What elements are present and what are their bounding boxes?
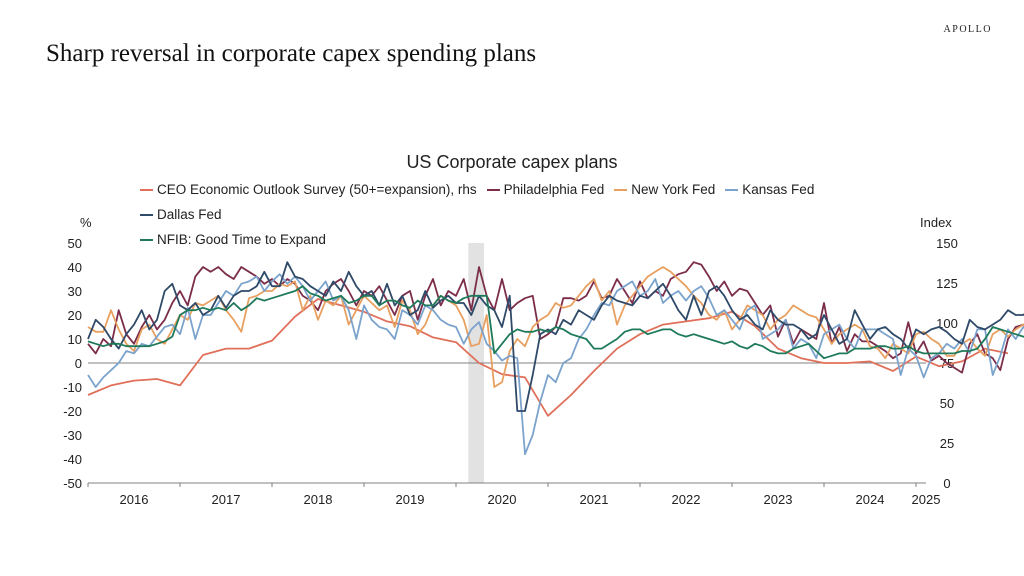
x-tick-label: 2023 [764, 492, 793, 507]
right-tick-label: 0 [943, 476, 950, 491]
series-line-kansas-fed [87, 273, 1024, 456]
legend-label: Kansas Fed [742, 182, 815, 197]
series-line-dallas-fed [87, 261, 1024, 412]
legend-label: Philadelphia Fed [503, 182, 605, 197]
legend-swatch [614, 189, 628, 191]
legend-swatch [140, 239, 153, 241]
legend-label: NFIB: Good Time to Expand [157, 232, 326, 247]
x-tick-label: 2025 [912, 492, 941, 507]
legend-label: New York Fed [631, 182, 716, 197]
right-tick-label: 150 [936, 236, 958, 251]
left-tick-label: -40 [63, 452, 82, 467]
legend-label: Dallas Fed [157, 207, 222, 222]
page-title: Sharp reversal in corporate capex spendi… [46, 40, 537, 67]
left-tick-label: -10 [63, 380, 82, 395]
x-tick-label: 2022 [672, 492, 701, 507]
x-tick-label: 2020 [488, 492, 517, 507]
left-tick-label: -50 [63, 476, 82, 491]
left-axis-title: % [80, 215, 92, 230]
legend-item: Dallas Fed [140, 204, 222, 226]
legend-item: Philadelphia Fed [486, 179, 605, 201]
left-tick-label: 0 [75, 356, 82, 371]
legend-label: CEO Economic Outlook Survey (50+=expansi… [157, 182, 477, 197]
legend-swatch [486, 189, 500, 191]
x-tick-label: 2017 [212, 492, 241, 507]
series-line-new-york-fed [87, 266, 1024, 388]
x-tick-label: 2018 [304, 492, 333, 507]
right-tick-label: 125 [936, 276, 958, 291]
legend-swatch [140, 214, 153, 216]
left-tick-label: 30 [68, 284, 82, 299]
chart-title: US Corporate capex plans [406, 152, 618, 172]
right-tick-label: 25 [940, 436, 954, 451]
x-tick-label: 2016 [120, 492, 149, 507]
legend-item: New York Fed [614, 179, 715, 201]
left-tick-label: 50 [68, 236, 82, 251]
left-tick-label: -30 [63, 428, 82, 443]
chart-legend: CEO Economic Outlook Survey (50+=expansi… [140, 176, 900, 251]
x-tick-label: 2024 [856, 492, 885, 507]
legend-item: CEO Economic Outlook Survey (50+=expansi… [140, 179, 477, 201]
legend-item: NFIB: Good Time to Expand [140, 229, 326, 251]
left-tick-label: 10 [68, 332, 82, 347]
series-line-nfib-good-time-to-expand [87, 285, 1024, 360]
x-tick-label: 2019 [396, 492, 425, 507]
series-line-ceo-economic-outlook-survey-50-expansion-rhs [87, 298, 1009, 417]
legend-swatch [140, 189, 153, 191]
left-tick-label: -20 [63, 404, 82, 419]
left-tick-label: 40 [68, 260, 82, 275]
right-axis-title: Index [920, 215, 952, 230]
right-tick-label: 100 [936, 316, 958, 331]
legend-item: Kansas Fed [725, 179, 814, 201]
brand-logo: APOLLO [943, 24, 992, 35]
left-tick-label: 20 [68, 308, 82, 323]
x-tick-label: 2021 [580, 492, 609, 507]
legend-swatch [725, 189, 739, 191]
right-tick-label: 50 [940, 396, 954, 411]
